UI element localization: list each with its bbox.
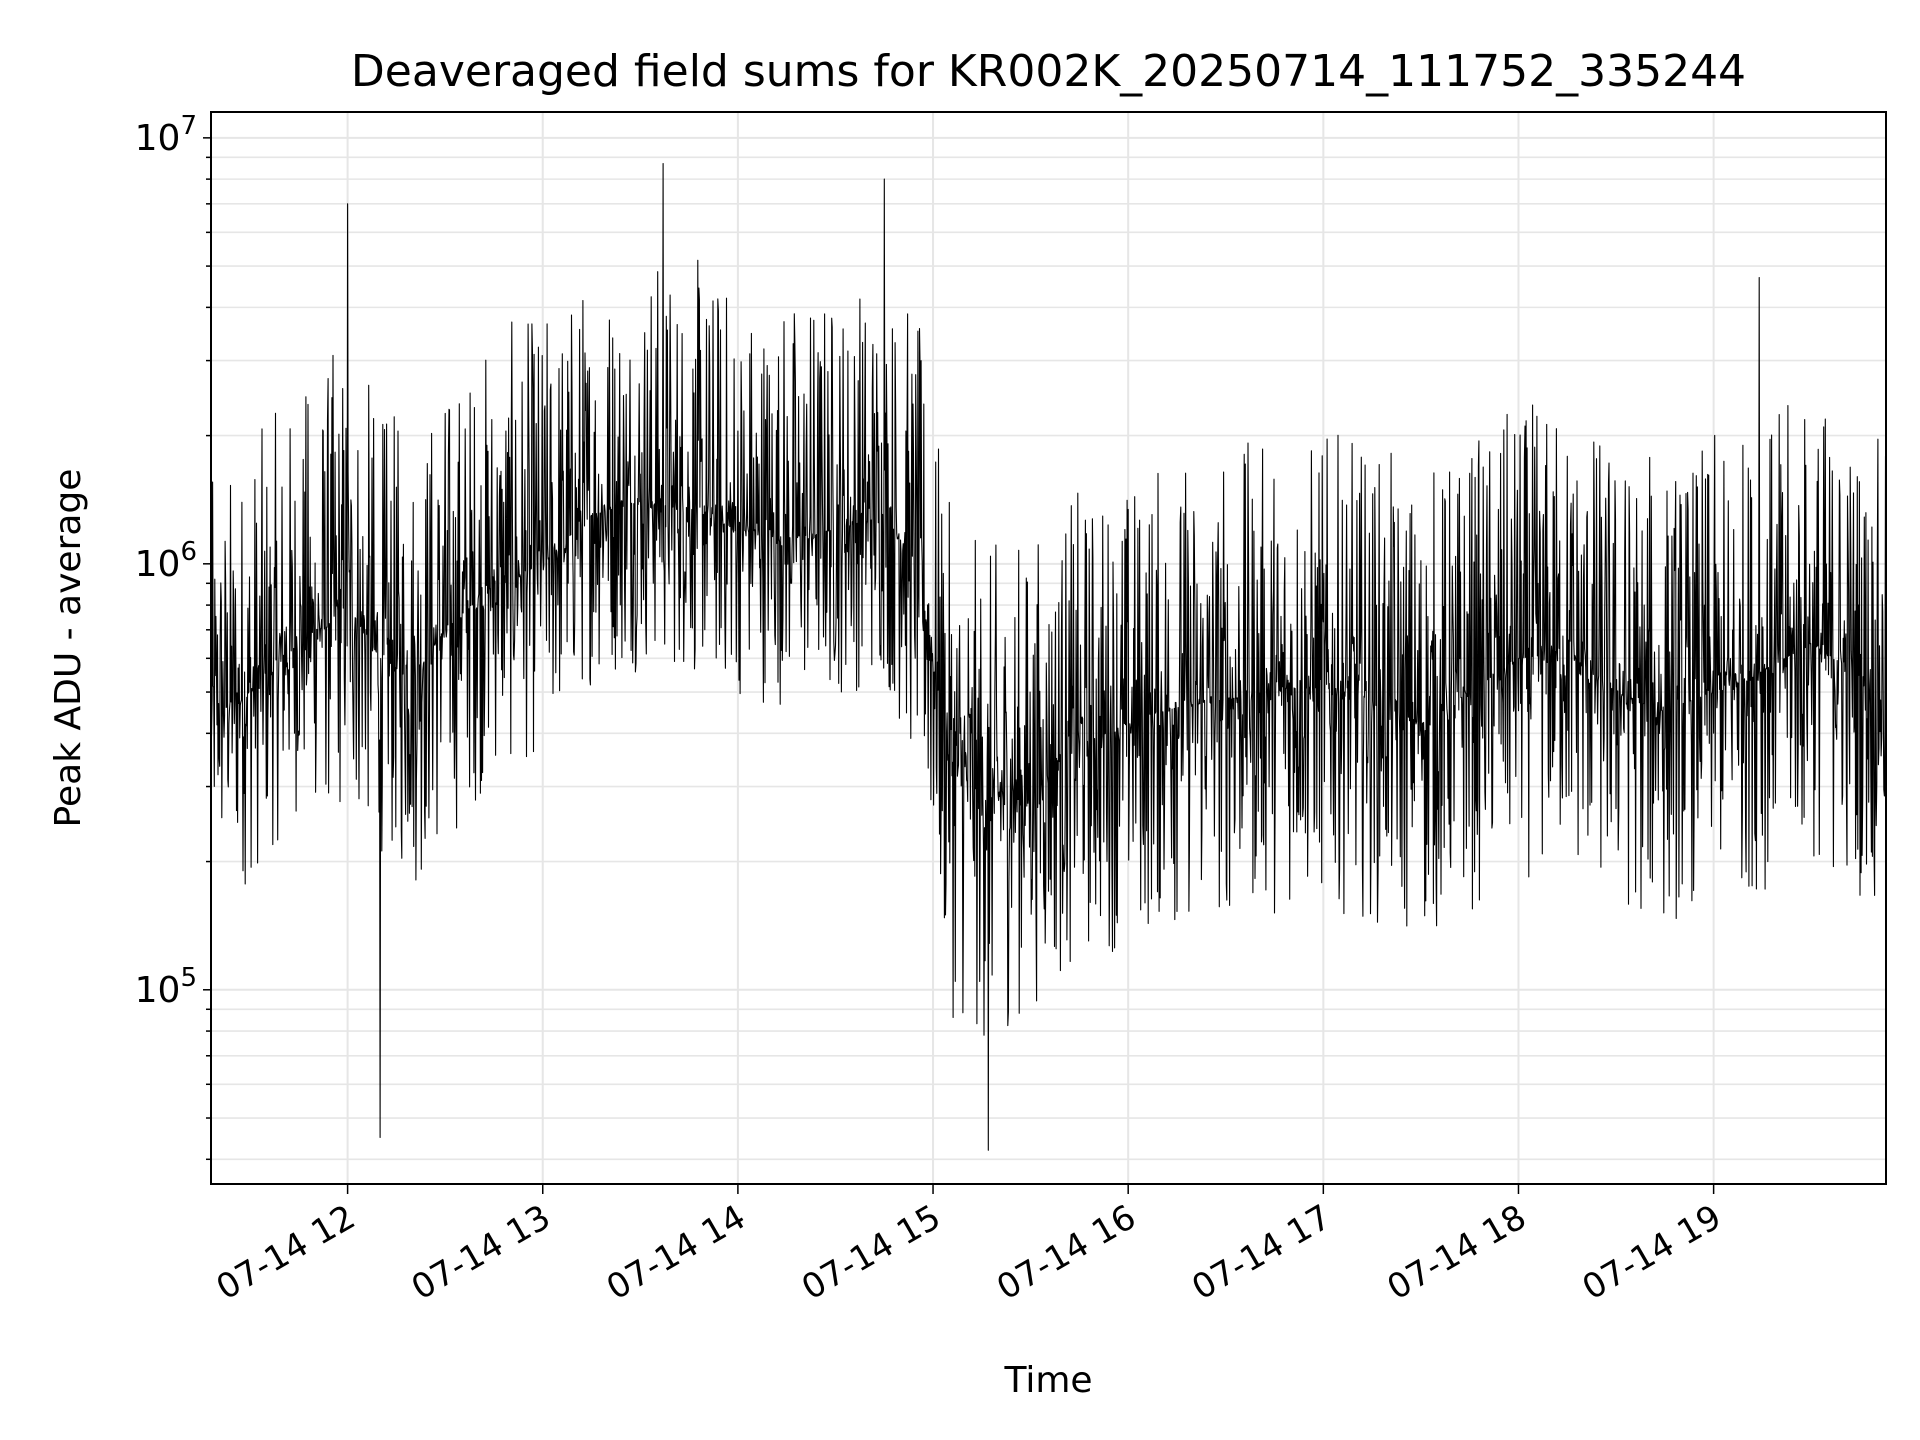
- series-group: [210, 163, 1887, 1151]
- x-axis-label: Time: [1003, 1360, 1092, 1401]
- plot-frame: [210, 111, 1887, 1185]
- series-line: [210, 163, 1887, 1151]
- y-tick-label: 107: [135, 111, 197, 159]
- y-axis-label: Peak ADU - average: [48, 469, 89, 828]
- y-axis-ticks: 105 106 107: [135, 111, 211, 1161]
- y-tick-label: 105: [135, 963, 197, 1011]
- y-tick-label: 106: [135, 537, 197, 585]
- chart-title: Deaveraged field sums for KR002K_2025071…: [351, 46, 1746, 97]
